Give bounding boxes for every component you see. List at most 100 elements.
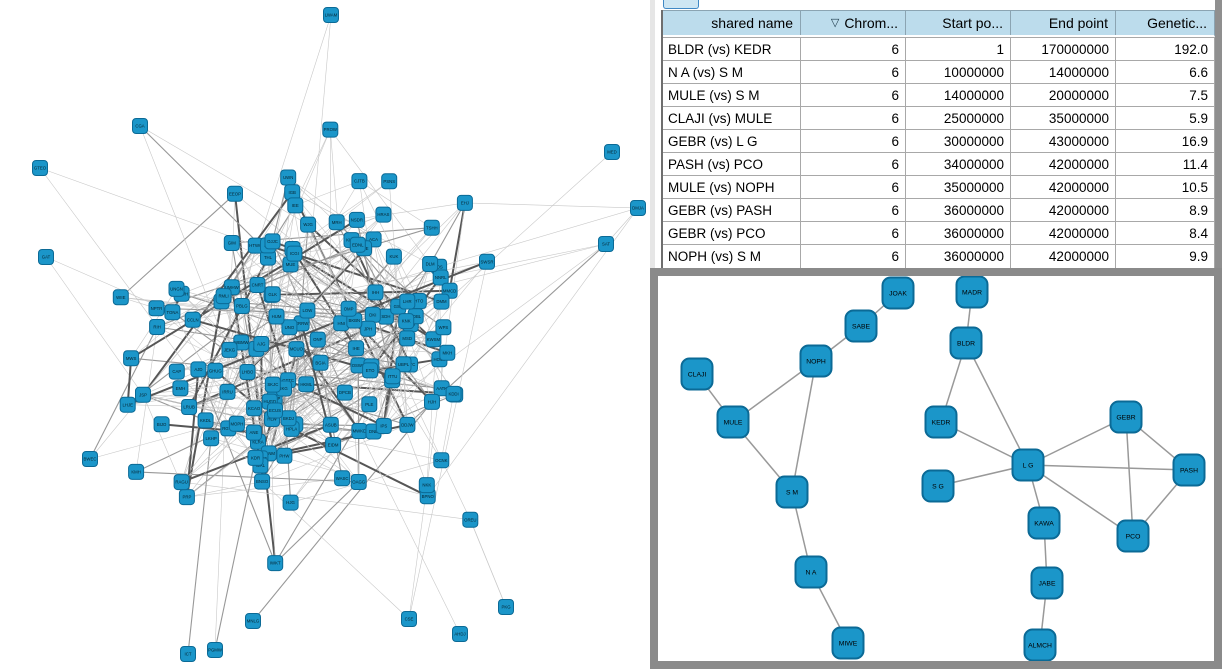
hairball-node[interactable]: PKG: [498, 599, 514, 615]
hairball-node[interactable]: PSNS: [381, 173, 398, 190]
hairball-node[interactable]: LHBO: [239, 364, 256, 380]
hairball-node[interactable]: IHH: [367, 284, 384, 301]
hairball-node[interactable]: MKH: [439, 344, 456, 361]
hairball-node[interactable]: CGA: [132, 118, 148, 134]
hairball-node[interactable]: UBPL: [395, 356, 412, 373]
hairball-node[interactable]: DPCB: [336, 384, 353, 401]
hairball-node[interactable]: LOW: [299, 302, 316, 319]
hairball-node[interactable]: UNGN: [168, 280, 185, 297]
hairball-node[interactable]: ECUS: [267, 402, 283, 419]
column-header-start-po[interactable]: Start po...: [906, 11, 1011, 35]
hairball-node[interactable]: PHW: [276, 447, 293, 464]
hairball-node[interactable]: HNI: [333, 315, 350, 332]
hairball-node[interactable]: KDDI: [445, 385, 462, 402]
hairball-node[interactable]: CSE: [401, 611, 417, 627]
hairball-node[interactable]: DDJW: [399, 416, 416, 433]
table-scrollbar[interactable]: [1215, 0, 1222, 268]
hairball-node[interactable]: AJD: [190, 361, 207, 378]
hairball-node[interactable]: NPTR: [148, 300, 165, 317]
hairball-node[interactable]: SAT: [598, 236, 614, 252]
hairball-node[interactable]: WASC: [334, 470, 351, 487]
node-pco[interactable]: PCO: [1116, 519, 1150, 553]
edge-bldr-l-g[interactable]: [965, 342, 1029, 466]
hairball-node[interactable]: MED: [604, 144, 620, 160]
hairball-node[interactable]: OMP: [340, 300, 357, 317]
hairball-node[interactable]: CAP: [168, 363, 185, 380]
hairball-node[interactable]: GHUG: [207, 362, 224, 379]
hairball-node[interactable]: IEE: [287, 197, 304, 214]
hairball-node[interactable]: TSHH: [423, 219, 440, 236]
table-row[interactable]: MULE (vs) S M 6 14000000 20000000 7.5: [663, 84, 1214, 107]
hairball-node[interactable]: MWS: [123, 350, 140, 367]
hairball-node[interactable]: KDR: [247, 449, 264, 466]
hairball-node[interactable]: GIM: [223, 235, 240, 251]
table-row[interactable]: PASH (vs) PCO 6 34000000 42000000 11.4: [663, 153, 1214, 176]
node-n-a[interactable]: N A: [794, 555, 828, 589]
hairball-node[interactable]: BNSO: [254, 473, 271, 490]
hairball-node[interactable]: IWKT: [267, 555, 284, 572]
table-row[interactable]: GEBR (vs) L G 6 30000000 43000000 16.9: [663, 130, 1214, 153]
hairball-node[interactable]: HRAS: [375, 206, 392, 223]
hairball-node[interactable]: MRH: [328, 214, 345, 231]
column-header-shared-name[interactable]: shared name: [663, 11, 801, 35]
hairball-node[interactable]: WPS: [435, 319, 452, 336]
edge-l-g-pash[interactable]: [1027, 464, 1190, 471]
hairball-node[interactable]: CJTB: [351, 173, 368, 190]
table-row[interactable]: NOPH (vs) S M 6 36000000 42000000 9.9: [663, 245, 1214, 268]
edge-gebr-pco[interactable]: [1125, 416, 1134, 537]
hairball-node[interactable]: JEKG: [221, 341, 238, 358]
hairball-node[interactable]: EDNL: [349, 236, 366, 253]
hairball-node[interactable]: OAGG: [350, 474, 367, 490]
hairball-node[interactable]: GAT: [38, 249, 54, 265]
hairball-node[interactable]: BKDJ: [280, 410, 297, 427]
hairball-node[interactable]: SKJC: [264, 376, 281, 393]
hairball-node[interactable]: MSD: [399, 330, 416, 347]
hairball-node[interactable]: LKHP: [203, 430, 220, 447]
hairball-node[interactable]: DLM: [422, 256, 439, 272]
hairball-node[interactable]: JSP: [135, 386, 151, 403]
node-gebr[interactable]: GEBR: [1109, 400, 1143, 434]
hairball-node[interactable]: PROW: [322, 121, 339, 138]
hairball-node[interactable]: LHJE: [119, 396, 136, 413]
hairball-node[interactable]: BIJO: [153, 416, 170, 433]
hairball-node[interactable]: GTEO: [32, 160, 48, 176]
hairball-node[interactable]: IRRU: [219, 383, 236, 400]
node-claji[interactable]: CLAJI: [680, 357, 714, 391]
hairball-node[interactable]: KUK: [385, 248, 402, 265]
column-header-end-point[interactable]: End point: [1011, 11, 1116, 35]
hairball-node[interactable]: LHR: [399, 293, 416, 310]
hairball-node[interactable]: ITTU: [384, 368, 401, 385]
table-row[interactable]: GEBR (vs) PASH 6 36000000 42000000 8.9: [663, 199, 1214, 222]
hairball-node[interactable]: AJG: [253, 336, 270, 352]
node-s-g[interactable]: S G: [921, 469, 955, 503]
node-joak[interactable]: JOAK: [881, 276, 915, 310]
hairball-node[interactable]: ICGI: [286, 245, 303, 262]
hairball-node[interactable]: MOPH: [228, 415, 245, 432]
hairball-node[interactable]: ANE: [245, 424, 262, 441]
hairball-node[interactable]: NNRL: [432, 269, 449, 286]
hairball-node[interactable]: NKK: [418, 477, 435, 494]
node-l-g[interactable]: L G: [1011, 448, 1045, 482]
hairball-node[interactable]: CCLN: [184, 311, 201, 328]
hairball-node[interactable]: KNK: [398, 313, 415, 330]
hairball-node[interactable]: EHJ: [456, 194, 473, 211]
filter-icon[interactable]: ▽: [830, 16, 840, 29]
hairball-node[interactable]: RMLI: [215, 288, 232, 305]
node-kawa[interactable]: KAWA: [1027, 506, 1061, 540]
hairball-node[interactable]: CNRT: [249, 277, 266, 293]
hairball-node[interactable]: DMJA: [630, 200, 646, 216]
hairball-node[interactable]: AHDJ: [452, 626, 468, 642]
hairball-node[interactable]: BWEC: [82, 451, 98, 467]
edge-noph-s-m[interactable]: [791, 360, 817, 493]
hairball-node[interactable]: SWSR: [479, 253, 495, 270]
table-toolbar-tab[interactable]: [663, 0, 699, 9]
hairball-node[interactable]: WIIE: [112, 289, 129, 306]
table-row[interactable]: N A (vs) S M 6 10000000 14000000 6.6: [663, 61, 1214, 84]
table-row[interactable]: MULE (vs) NOPH 6 35000000 42000000 10.5: [663, 176, 1214, 199]
hairball-node[interactable]: HUM: [268, 308, 285, 325]
hairball-node[interactable]: OCNK: [433, 452, 450, 469]
node-noph[interactable]: NOPH: [799, 344, 833, 378]
node-pash[interactable]: PASH: [1172, 453, 1206, 487]
hairball-node[interactable]: OREU: [462, 511, 479, 528]
node-almch[interactable]: ALMCH: [1023, 628, 1057, 661]
